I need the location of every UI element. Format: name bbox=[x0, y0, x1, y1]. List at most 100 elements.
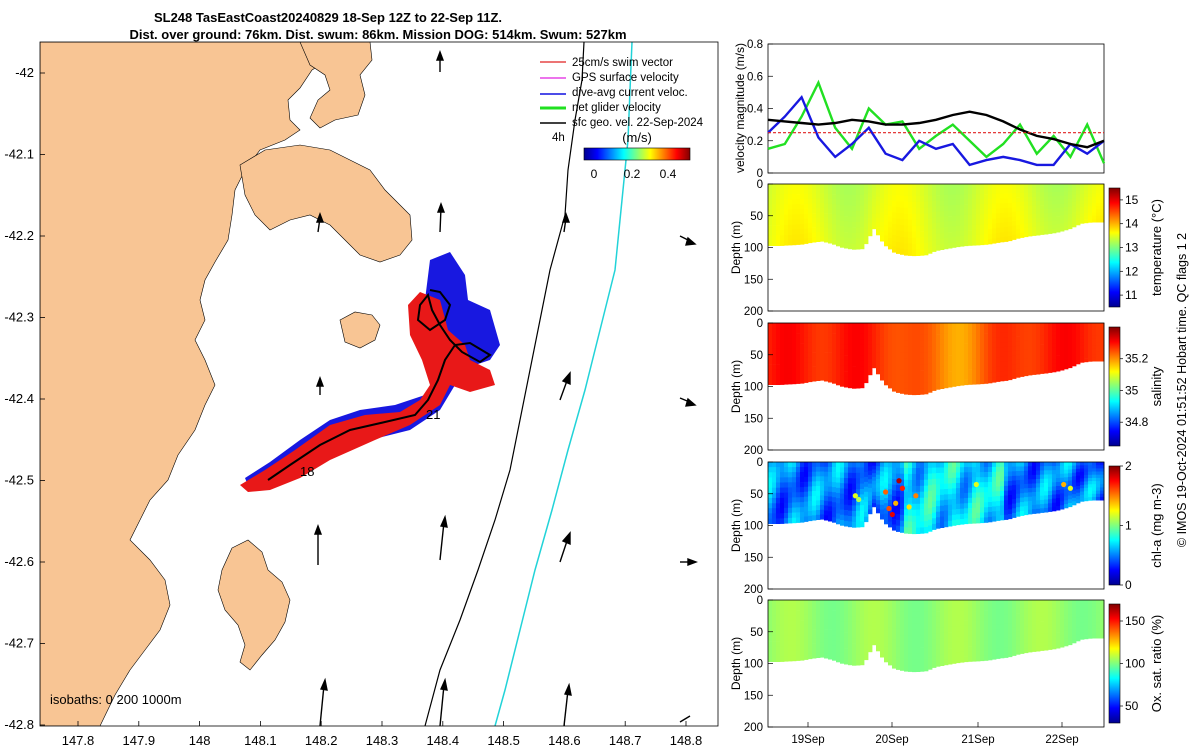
lat-tick-label: -42.2 bbox=[4, 228, 34, 243]
section-cell bbox=[1028, 370, 1033, 376]
section-cell bbox=[1016, 511, 1021, 517]
section-cell bbox=[996, 203, 1001, 209]
section-cell bbox=[964, 651, 969, 657]
section-cell bbox=[1004, 231, 1009, 238]
section-cell bbox=[1064, 607, 1069, 612]
section-cell bbox=[984, 363, 989, 369]
section-cell bbox=[780, 600, 785, 606]
section-cell bbox=[988, 333, 993, 339]
section-cell bbox=[912, 231, 917, 239]
section-cell bbox=[920, 201, 925, 209]
section-cell bbox=[1096, 212, 1101, 217]
section-cell bbox=[788, 348, 793, 354]
section-cell bbox=[1000, 633, 1005, 639]
section-ytick-label: 150 bbox=[744, 274, 763, 286]
section-cell bbox=[984, 199, 989, 205]
section-cell bbox=[892, 184, 897, 191]
section-cell bbox=[820, 619, 825, 625]
section-cell bbox=[992, 496, 997, 502]
section-cell bbox=[916, 184, 921, 191]
section-cell bbox=[856, 643, 861, 650]
section-cell bbox=[788, 640, 793, 647]
section-cell bbox=[876, 361, 881, 366]
section-cell bbox=[792, 199, 797, 205]
section-cell bbox=[1032, 612, 1037, 618]
section-cell bbox=[964, 518, 969, 525]
section-cell bbox=[804, 367, 809, 373]
section-cell bbox=[880, 462, 885, 468]
section-cell bbox=[860, 637, 865, 644]
section-cell bbox=[1096, 323, 1101, 327]
section-cell bbox=[776, 477, 781, 483]
section-cell bbox=[980, 323, 985, 329]
section-cell bbox=[932, 356, 937, 363]
section-cell bbox=[912, 388, 917, 396]
section-cell bbox=[948, 515, 953, 522]
section-cell bbox=[928, 490, 933, 498]
section-cell bbox=[1004, 184, 1009, 190]
section-cell bbox=[920, 328, 925, 336]
section-cell bbox=[872, 637, 877, 642]
section-cell bbox=[1072, 614, 1077, 619]
section-cell bbox=[868, 621, 873, 627]
section-cell bbox=[1004, 514, 1009, 520]
section-cell bbox=[980, 650, 985, 657]
section-cell bbox=[1048, 600, 1053, 605]
section-cell bbox=[792, 214, 797, 220]
section-cell bbox=[1020, 224, 1025, 229]
section-cell bbox=[856, 472, 861, 479]
section-cell bbox=[1004, 217, 1009, 223]
section-cell bbox=[1068, 491, 1073, 496]
section-ytick-label: 100 bbox=[744, 521, 763, 533]
section-cell bbox=[892, 479, 897, 486]
section-cell bbox=[1000, 648, 1005, 654]
section-cell bbox=[804, 619, 809, 626]
section-cell bbox=[828, 501, 833, 507]
section-cell bbox=[868, 357, 873, 363]
section-cell bbox=[944, 216, 949, 223]
section-cell bbox=[864, 377, 869, 384]
section-cell bbox=[1032, 504, 1037, 510]
section-cell bbox=[892, 345, 897, 352]
section-cell bbox=[768, 199, 773, 205]
section-cell bbox=[984, 462, 989, 468]
section-cell bbox=[828, 184, 833, 190]
section-cell bbox=[928, 600, 933, 607]
section-cell bbox=[840, 520, 845, 526]
section-cell bbox=[860, 211, 865, 217]
section-cell bbox=[856, 355, 861, 362]
section-cell bbox=[844, 333, 849, 340]
section-cell bbox=[1072, 603, 1077, 608]
section-cell bbox=[1000, 347, 1005, 353]
section-cell bbox=[1032, 479, 1037, 484]
section-cell bbox=[776, 600, 781, 606]
section-cell bbox=[1004, 485, 1009, 492]
section-cell bbox=[1008, 226, 1013, 232]
section-cell bbox=[1012, 499, 1017, 504]
section-cell bbox=[824, 198, 829, 204]
section-cell bbox=[972, 204, 977, 210]
section-cell bbox=[1072, 600, 1077, 604]
section-cell bbox=[804, 486, 809, 493]
section-cell bbox=[1068, 465, 1073, 470]
section-cell bbox=[864, 619, 869, 626]
section-cell bbox=[1056, 644, 1061, 649]
section-cell bbox=[904, 184, 909, 191]
section-cell bbox=[1100, 184, 1105, 188]
section-cell bbox=[816, 337, 821, 343]
section-cell bbox=[900, 629, 905, 636]
section-cell bbox=[868, 361, 873, 367]
section-cell bbox=[1068, 345, 1073, 350]
section-cell bbox=[944, 621, 949, 628]
section-cell bbox=[1060, 211, 1065, 216]
section-cell bbox=[780, 503, 785, 509]
section-cell bbox=[1028, 630, 1033, 635]
section-cell bbox=[948, 355, 953, 361]
section-cell bbox=[1044, 184, 1049, 189]
section-cell bbox=[912, 184, 917, 191]
section-cell bbox=[960, 519, 965, 525]
section-cell bbox=[860, 494, 865, 501]
section-cell bbox=[1060, 338, 1065, 343]
section-cell bbox=[1076, 492, 1081, 497]
section-cell bbox=[1048, 204, 1053, 210]
